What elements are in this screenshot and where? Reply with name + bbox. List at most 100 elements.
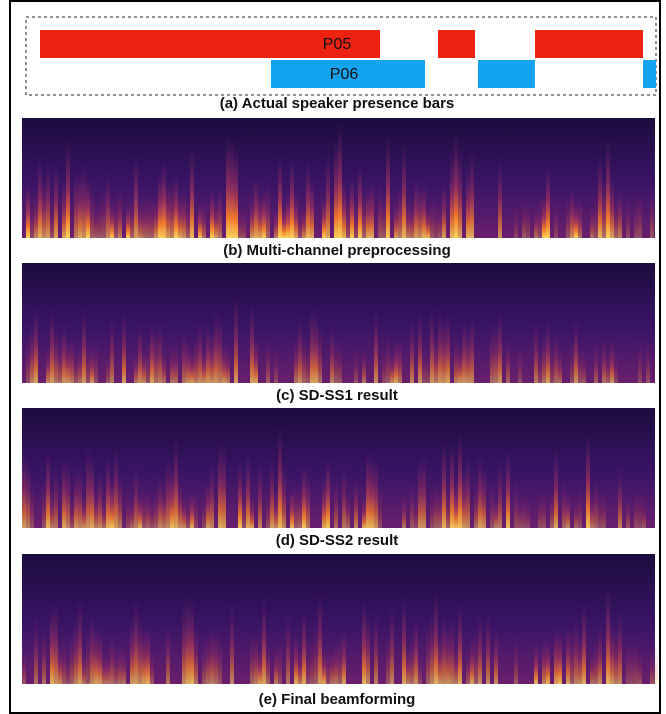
spectrogram-streak <box>598 623 602 684</box>
spectrogram-streak <box>438 201 442 238</box>
spectrogram <box>22 118 655 238</box>
spectrogram-streak <box>522 196 526 238</box>
spectrogram-streak <box>290 487 294 528</box>
spectrogram-streak <box>438 308 442 383</box>
spectrogram-streak <box>206 480 210 528</box>
presence-bar <box>40 30 380 58</box>
spectrogram-streak <box>154 324 158 383</box>
spectrogram-streak <box>366 608 370 684</box>
spectrogram-streak <box>462 317 466 383</box>
spectrogram-streak <box>642 496 646 528</box>
spectrogram-streak <box>142 197 146 238</box>
spectrogram-streak <box>66 140 70 238</box>
spectrogram-streak <box>126 203 130 238</box>
spectrogram-streak <box>106 651 110 684</box>
spectrogram-streak <box>610 620 614 684</box>
spectrogram-streak <box>50 603 54 684</box>
spectrogram-streak <box>218 440 222 528</box>
spectrogram-streak <box>154 485 158 528</box>
spectrogram-streak <box>42 626 46 684</box>
spectrogram-streak <box>574 496 578 528</box>
spectrogram-streak <box>214 622 218 684</box>
spectrogram-streak <box>318 590 322 684</box>
spectrogram-streak <box>270 458 274 528</box>
spectrogram-streak <box>114 194 118 238</box>
spectrogram-streak <box>134 597 138 684</box>
spectrogram-streak <box>294 634 298 684</box>
spectrogram-streak <box>30 475 34 528</box>
spectrogram-streak <box>206 323 210 383</box>
spectrogram-streak <box>578 483 582 528</box>
spectrogram-streak <box>362 347 366 383</box>
spectrogram-streak <box>158 170 162 238</box>
spectrogram-streak <box>66 455 70 528</box>
spectrogram-streak <box>198 202 202 238</box>
spectrogram-streak <box>326 640 330 684</box>
spectrogram-streak <box>86 445 90 528</box>
spectrogram-streak <box>194 335 198 383</box>
spectrogram-streak <box>458 149 462 238</box>
spectrogram-streak <box>570 339 574 383</box>
spectrogram-streak <box>334 338 338 383</box>
spectrogram-streak <box>282 206 286 238</box>
spectrogram-streak <box>62 179 66 238</box>
spectrogram-streak <box>146 487 150 528</box>
spectrogram-streak <box>470 311 474 383</box>
spectrogram-streak <box>450 442 454 528</box>
spectrogram-streak <box>358 163 362 238</box>
spectrogram-streak <box>94 625 98 684</box>
spectrogram-streak <box>114 444 118 528</box>
spectrogram-streak <box>338 122 342 238</box>
spectrogram-streak <box>426 206 430 238</box>
spectrogram-streak <box>318 322 322 383</box>
spectrogram-streak <box>478 453 482 528</box>
spectrogram-streak <box>534 205 538 238</box>
spectrogram-streak <box>538 489 542 528</box>
spectrogram-streak <box>554 330 558 383</box>
spectrogram-streak <box>150 650 154 684</box>
spectrogram-streak <box>98 196 102 238</box>
spectrogram-streak <box>434 194 438 238</box>
spectrogram-streak <box>202 202 206 238</box>
spectrogram-streak <box>202 638 206 684</box>
spectrogram-streak <box>274 343 278 383</box>
spectrogram-streak <box>26 184 30 238</box>
spectrogram-streak <box>178 191 182 238</box>
spectrogram-streak <box>494 319 498 383</box>
spectrogram-streak <box>74 348 78 383</box>
speaker-label: P05 <box>323 36 352 53</box>
spectrogram-streak <box>410 201 414 238</box>
spectrogram-streak <box>598 154 602 238</box>
spectrogram-streak <box>618 607 622 684</box>
spectrogram-streak <box>398 335 402 383</box>
spectrogram-streak <box>54 324 58 383</box>
spectrogram-streak <box>114 646 118 684</box>
spectrogram-streak <box>394 200 398 238</box>
spectrogram-streak <box>638 487 642 528</box>
spectrogram-streak <box>410 479 414 528</box>
spectrogram-streak <box>470 637 474 684</box>
spectrogram-streak <box>634 634 638 684</box>
spectrogram-streak <box>226 345 230 383</box>
spectrogram-streak <box>86 625 90 684</box>
spectrogram-streak <box>174 343 178 383</box>
spectrogram-streak <box>406 199 410 238</box>
spectrogram-streak <box>466 453 470 528</box>
spectrogram-streak <box>322 197 326 238</box>
speaker-label: P06 <box>330 66 359 83</box>
spectrogram <box>22 263 655 383</box>
spectrogram-streak <box>638 185 642 238</box>
spectrogram-streak <box>426 620 430 684</box>
spectrogram-streak <box>506 449 510 528</box>
spectrogram-streak <box>614 195 618 238</box>
spectrogram-streak <box>558 347 562 383</box>
spectrogram-streak <box>514 203 518 238</box>
presence-bar <box>643 60 656 88</box>
spectrogram-streak <box>370 452 374 528</box>
spectrogram-streak <box>222 342 226 383</box>
spectrogram-streak <box>498 156 502 238</box>
spectrogram-streak <box>210 621 214 684</box>
spectrogram-streak <box>586 432 590 528</box>
spectrogram-streak <box>438 480 442 528</box>
spectrogram-streak <box>538 191 542 238</box>
